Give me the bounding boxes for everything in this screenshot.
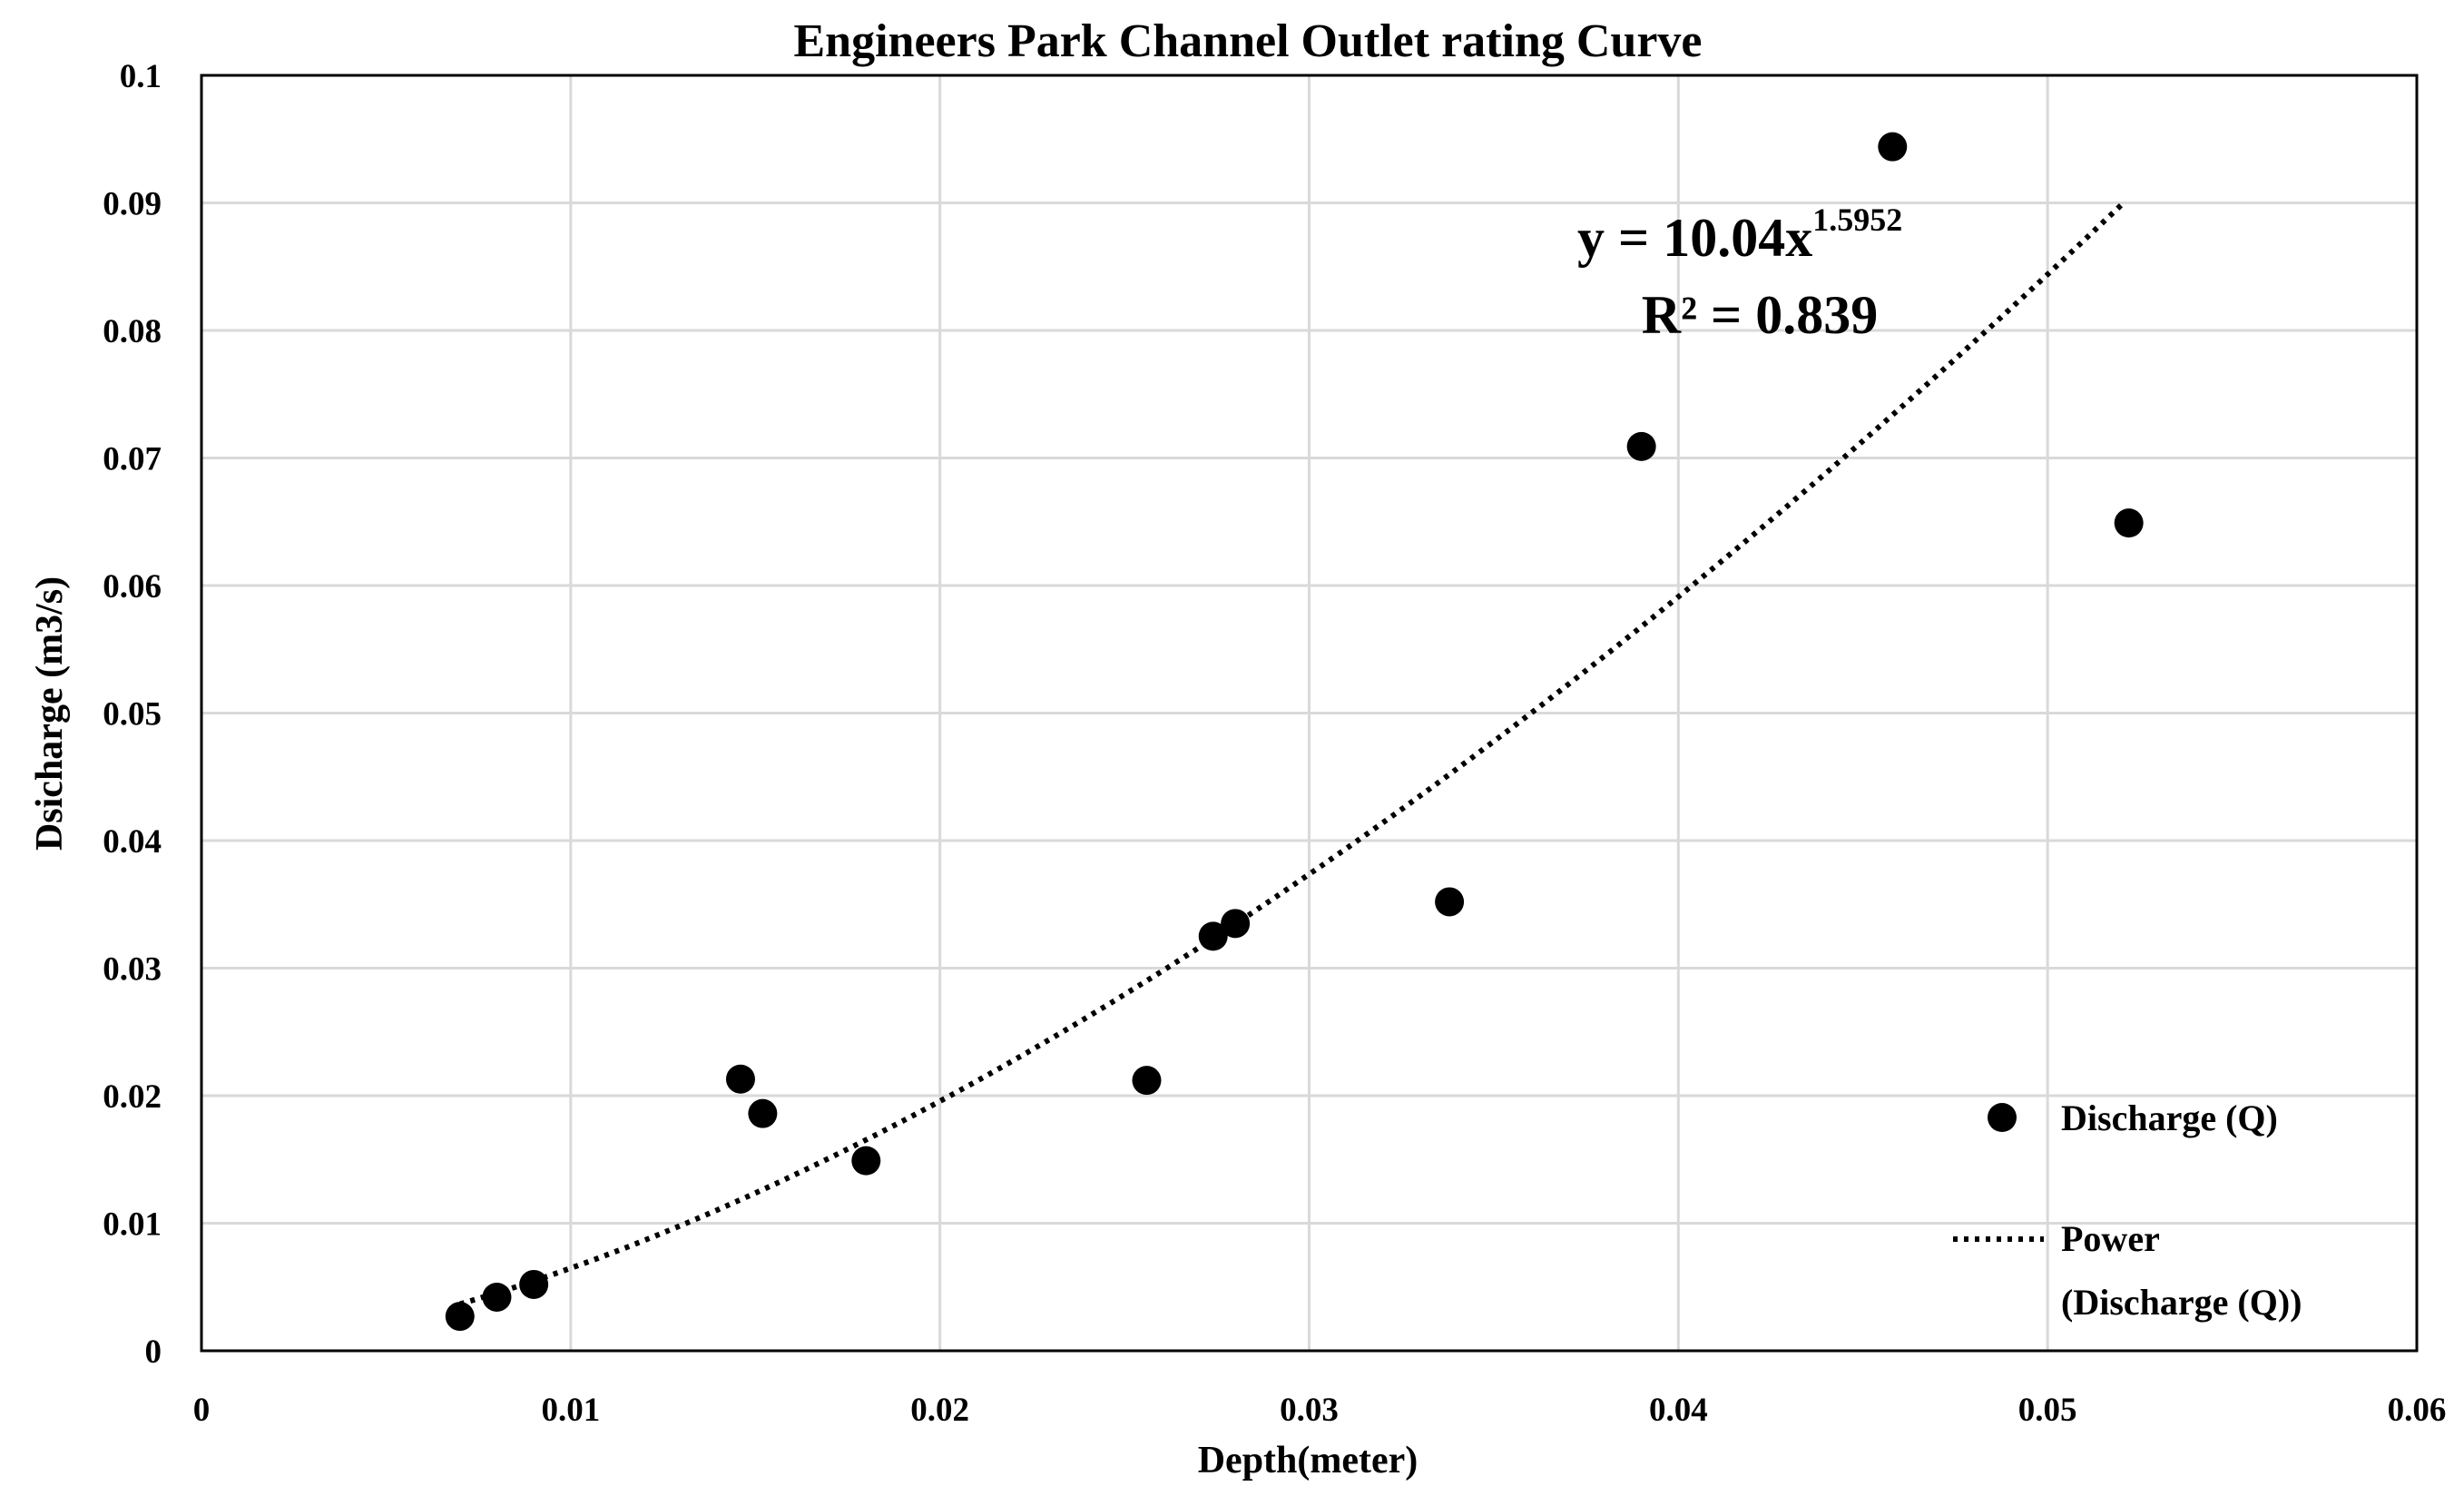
legend: Discharge (Q) Power (Discharge (Q)) (1953, 1098, 2302, 1323)
legend-label-discharge: Discharge (Q) (2061, 1098, 2278, 1138)
r-squared: R² = 0.839 (1642, 285, 1879, 345)
legend-label-power-line1: Power (2061, 1218, 2160, 1259)
x-tick-label: 0.06 (2388, 1392, 2447, 1429)
y-tick-label: 0.06 (103, 568, 162, 605)
x-tick-label: 0.02 (910, 1392, 969, 1429)
data-points (445, 132, 2144, 1332)
legend-label-power-line2: (Discharge (Q)) (2061, 1282, 2302, 1323)
y-tick-label: 0.1 (120, 58, 162, 95)
x-axis-title: Depth(meter) (1198, 1440, 1419, 1481)
data-point (1132, 1066, 1162, 1096)
data-point (519, 1269, 549, 1299)
x-tick-label: 0.05 (2018, 1392, 2077, 1429)
data-point (1626, 431, 1656, 461)
data-point (725, 1064, 755, 1094)
legend-label-power: Power (Discharge (Q)) (2061, 1218, 2302, 1323)
data-point (1878, 132, 1908, 162)
y-tick-label: 0.02 (103, 1078, 162, 1116)
y-tick-label: 0.09 (103, 186, 162, 223)
y-tick-label: 0.07 (103, 441, 162, 478)
data-point (482, 1282, 512, 1312)
trendline-power (458, 202, 2124, 1307)
y-axis-title: Dsicharge (m3/s) (29, 576, 71, 851)
data-point (748, 1098, 778, 1128)
x-tick-labels: 0 0.01 0.02 0.03 0.04 0.05 0.06 (193, 1392, 2447, 1429)
equation-base: y = 10.04x (1577, 208, 1812, 268)
y-tick-label: 0 (145, 1334, 162, 1371)
data-point (851, 1146, 881, 1176)
data-point (2114, 508, 2144, 538)
x-tick-label: 0.01 (541, 1392, 600, 1429)
y-tick-label: 0.08 (103, 313, 162, 350)
y-tick-label: 0.01 (103, 1206, 162, 1244)
equation-exponent: 1.5952 (1812, 202, 1902, 238)
x-tick-label: 0 (193, 1392, 211, 1429)
data-point (1221, 909, 1251, 939)
y-tick-labels: 0 0.01 0.02 0.03 0.04 0.05 0.06 0.07 0.08 0.09 0.1 (103, 58, 162, 1371)
data-point (1198, 921, 1228, 951)
y-tick-label: 0.05 (103, 696, 162, 733)
plot-area-border (200, 74, 2419, 1353)
y-tick-label: 0.03 (103, 951, 162, 989)
trendline-equation: y = 10.04x1.5952 (1577, 202, 1902, 268)
chart-title: Engineers Park Channel Outlet rating Cur… (794, 15, 1703, 67)
data-point (1435, 887, 1465, 917)
data-point (445, 1302, 475, 1332)
legend-marker-discharge (1988, 1103, 2017, 1132)
grid (201, 75, 2417, 1351)
x-tick-label: 0.03 (1280, 1392, 1339, 1429)
y-tick-label: 0.04 (103, 823, 162, 861)
x-tick-label: 0.04 (1649, 1392, 1708, 1429)
